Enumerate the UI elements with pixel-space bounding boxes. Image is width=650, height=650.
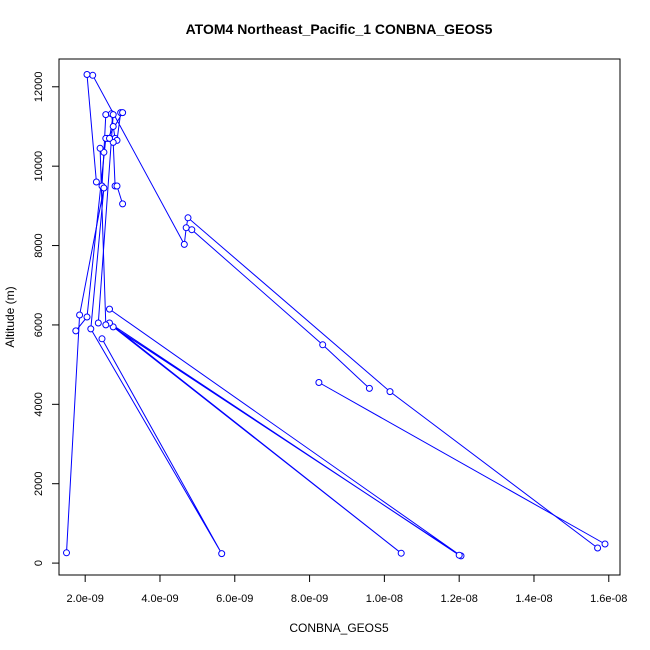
data-point — [315, 379, 323, 386]
x-axis: 2.0e-09 4.0e-09 6.0e-09 8.0e-09 1.0e-08 1.2e-… — [67, 574, 627, 605]
data-point — [113, 182, 121, 190]
data-point — [386, 388, 394, 396]
data-point — [72, 327, 80, 335]
x-tick-label: 2.0e-09 — [67, 593, 104, 605]
data-point — [455, 551, 463, 559]
series-line-2 — [109, 308, 462, 557]
x-tick-label: 1.0e-08 — [366, 593, 403, 605]
data-point — [94, 319, 102, 327]
data-point — [188, 226, 196, 234]
y-tick-label: 0 — [33, 560, 45, 566]
y-tick-label: 2000 — [33, 471, 45, 495]
data-point — [397, 549, 405, 557]
x-tick-label: 8.0e-09 — [291, 593, 328, 605]
data-point — [119, 200, 127, 208]
data-point — [102, 111, 110, 119]
data-point — [83, 313, 91, 321]
data-point — [184, 214, 192, 222]
data-point — [109, 123, 117, 130]
series-line-7 — [99, 148, 107, 325]
series-line-6 — [318, 382, 606, 545]
data-point — [83, 71, 91, 78]
data-point — [109, 111, 117, 119]
y-tick-label: 8000 — [33, 233, 45, 257]
data-point — [319, 341, 327, 349]
data-point — [180, 240, 188, 248]
data-point — [63, 549, 70, 557]
data-point — [96, 144, 104, 152]
data-point — [601, 540, 609, 548]
y-tick-label: 6000 — [33, 313, 45, 337]
x-tick-label: 4.0e-09 — [141, 593, 178, 605]
data-point — [119, 109, 127, 117]
data-point — [106, 305, 113, 313]
data-point — [98, 335, 106, 343]
data-point — [594, 544, 602, 552]
data-point — [218, 550, 226, 558]
data-point — [89, 71, 97, 79]
x-tick-label: 1.4e-08 — [515, 593, 552, 605]
x-axis-label: CONBNA_GEOS5 — [289, 621, 389, 635]
x-tick-label: 6.0e-09 — [216, 593, 253, 605]
data-point — [102, 321, 110, 329]
data-point — [100, 184, 108, 192]
marker-layer — [63, 71, 609, 560]
x-tick-label: 1.2e-08 — [441, 593, 478, 605]
data-point — [76, 311, 84, 319]
data-point — [365, 384, 373, 392]
data-point — [106, 134, 113, 142]
data-point — [87, 325, 95, 333]
chart-title: ATOM4 Northeast_Pacific_1 CONBNA_GEOS5 — [186, 21, 493, 37]
y-tick-label: 4000 — [33, 392, 45, 416]
y-axis: 0 2000 4000 6000 8000 10000 12000 — [33, 71, 60, 566]
y-axis-label: Altitude (m) — [3, 286, 17, 347]
x-tick-label: 1.6e-08 — [590, 593, 627, 605]
y-tick-label: 12000 — [33, 71, 45, 102]
series-line-3 — [66, 187, 223, 554]
data-point — [92, 178, 100, 186]
y-tick-label: 10000 — [33, 151, 45, 182]
data-point — [182, 224, 190, 232]
